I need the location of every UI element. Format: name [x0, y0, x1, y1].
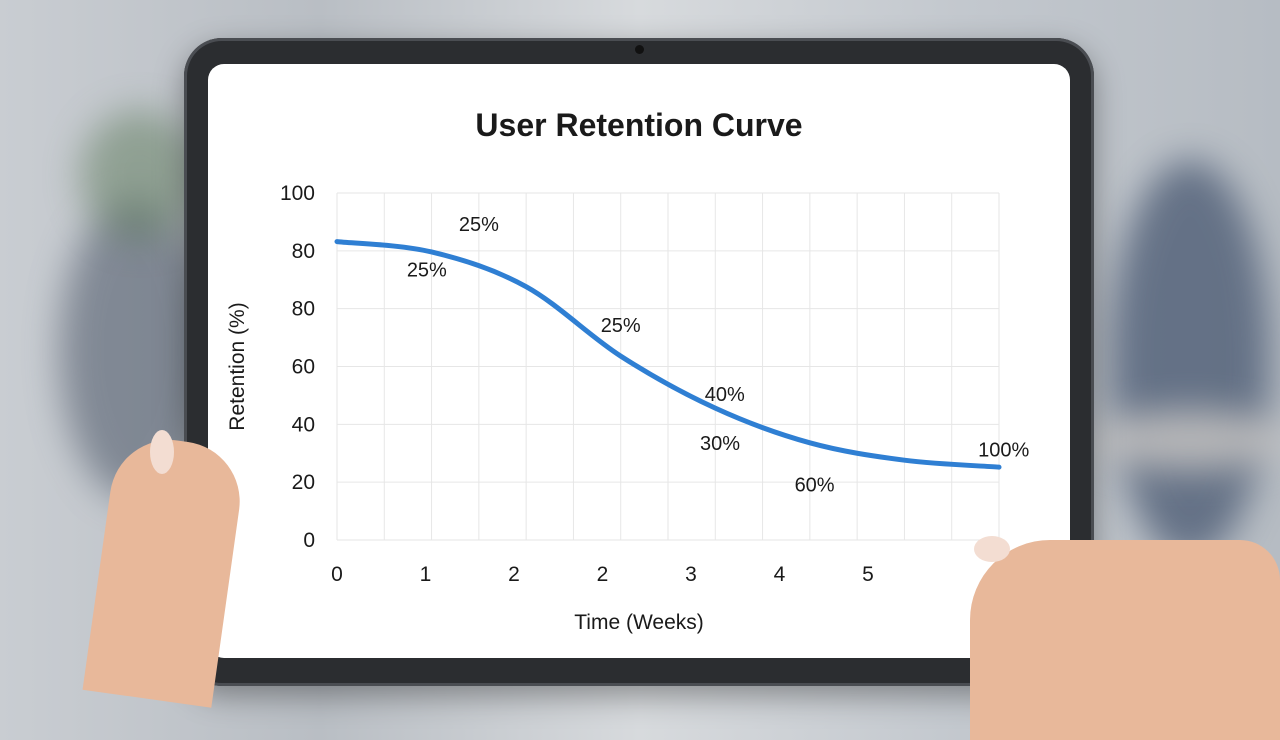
tablet-screen: User Retention Curve 100 80 80 60 40 20 0 0 1 2 2 3 4… — [208, 64, 1070, 658]
y-axis-label: Retention (%) — [226, 302, 249, 430]
y-tick-label: 20 — [292, 471, 315, 494]
tablet-frame: User Retention Curve 100 80 80 60 40 20 0 0 1 2 2 3 4… — [184, 38, 1094, 686]
chart-title: User Retention Curve — [475, 107, 802, 143]
data-annotation: 40% — [705, 384, 745, 406]
y-tick-label: 60 — [292, 356, 315, 379]
x-tick-label: 4 — [774, 563, 786, 586]
x-tick-label: 5 — [862, 563, 874, 586]
retention-chart: User Retention Curve 100 80 80 60 40 20 00 1 2 2 3 4… — [226, 107, 1030, 634]
data-annotation: 100% — [978, 440, 1029, 462]
data-annotation: 25% — [601, 315, 641, 337]
x-tick-label: 0 — [331, 563, 343, 586]
x-tick-label: 2 — [508, 563, 520, 586]
background-plant — [80, 110, 200, 240]
right-finger-nail — [974, 536, 1010, 562]
right-hand — [970, 540, 1280, 740]
y-tick-label: 0 — [303, 529, 315, 552]
y-tick-label: 100 — [280, 182, 315, 205]
x-tick-label: 1 — [420, 563, 432, 586]
x-tick-label: 3 — [685, 563, 697, 586]
data-annotation: 60% — [795, 474, 835, 496]
data-annotation: 30% — [700, 433, 740, 455]
background-person-right — [1110, 160, 1270, 560]
background-table — [1090, 410, 1280, 470]
retention-line — [334, 239, 1002, 470]
y-tick-label: 80 — [292, 240, 315, 263]
x-axis-label: Time (Weeks) — [574, 611, 704, 634]
data-annotation: 25% — [459, 214, 499, 236]
y-tick-label: 80 — [292, 298, 315, 321]
data-annotation: 25% — [407, 259, 447, 281]
left-thumb-nail — [150, 430, 174, 474]
camera-icon — [635, 45, 644, 54]
x-tick-label: 2 — [597, 563, 609, 586]
y-tick-label: 40 — [292, 413, 315, 436]
